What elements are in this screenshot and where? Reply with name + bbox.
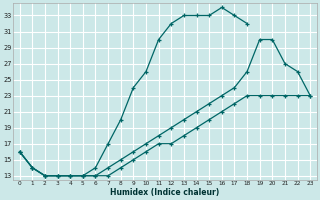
X-axis label: Humidex (Indice chaleur): Humidex (Indice chaleur) xyxy=(110,188,220,197)
